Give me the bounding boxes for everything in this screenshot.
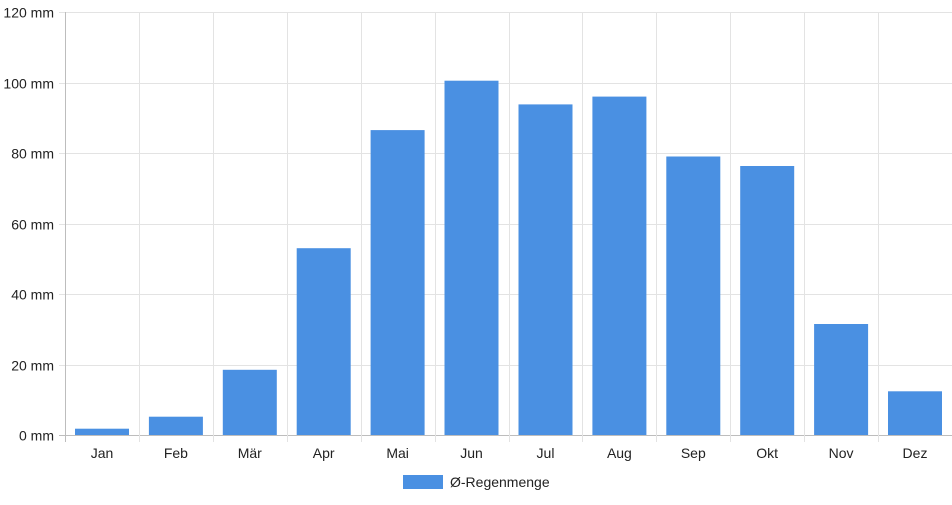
bar-mai[interactable] — [370, 130, 425, 435]
legend-swatch[interactable] — [403, 475, 443, 489]
x-tick-label: Nov — [829, 445, 854, 461]
bar-mär[interactable] — [222, 369, 277, 435]
y-tick-label: 120 mm — [3, 5, 54, 21]
x-tick-label: Feb — [164, 445, 188, 461]
bar-aug[interactable] — [592, 96, 647, 435]
x-tick-label: Mär — [238, 445, 262, 461]
x-tick-label: Dez — [903, 445, 928, 461]
x-tick-label: Okt — [756, 445, 778, 461]
y-tick-label: 60 mm — [11, 217, 54, 233]
y-tick-label: 40 mm — [11, 287, 54, 303]
bar-apr[interactable] — [296, 248, 351, 435]
x-tick-labels: Jan Feb Mär Apr Mai Jun Jul Aug Sep Okt Nov Dez — [91, 445, 928, 461]
bar-nov[interactable] — [814, 324, 869, 435]
x-tick-label: Jun — [460, 445, 483, 461]
x-tick-label: Jul — [537, 445, 555, 461]
bar-okt[interactable] — [740, 166, 795, 435]
legend-label[interactable]: Ø-Regenmenge — [450, 474, 550, 490]
x-tick-label: Mai — [386, 445, 409, 461]
bars-layer — [75, 80, 942, 436]
y-tick-labels: 0 mm 20 mm 40 mm 60 mm 80 mm 100 mm 120 mm — [3, 5, 54, 444]
x-tick-label: Apr — [313, 445, 335, 461]
bar-sep[interactable] — [666, 156, 721, 436]
y-tick-label: 80 mm — [11, 146, 54, 162]
bar-jul[interactable] — [518, 104, 573, 436]
x-tick-label: Sep — [681, 445, 706, 461]
bar-jun[interactable] — [444, 80, 499, 435]
grid-layer — [59, 12, 952, 442]
y-tick-label: 100 mm — [3, 76, 54, 92]
bar-feb[interactable] — [148, 416, 203, 435]
bar-jan[interactable] — [75, 428, 129, 435]
legend[interactable]: Ø-Regenmenge — [403, 474, 550, 490]
bar-dez[interactable] — [888, 391, 942, 435]
x-tick-label: Aug — [607, 445, 632, 461]
x-tick-label: Jan — [91, 445, 114, 461]
y-tick-label: 20 mm — [11, 358, 54, 374]
y-tick-label: 0 mm — [19, 428, 54, 444]
